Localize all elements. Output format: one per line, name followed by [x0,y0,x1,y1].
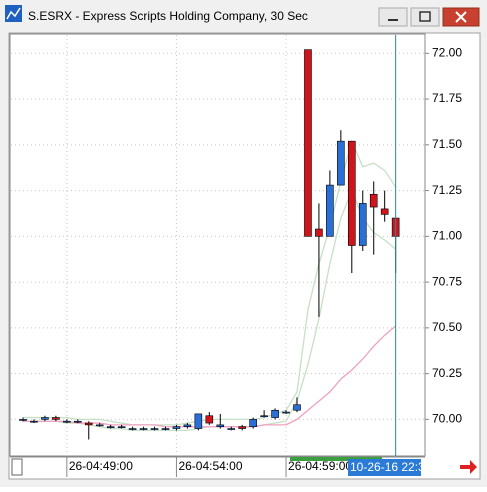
cursor-label: 10-26-16 22:34:00 [350,460,448,474]
scroll-right-arrow[interactable] [460,460,477,474]
candle-body [19,419,27,421]
cursor-label-box [348,459,421,476]
y-tick-label: 71.75 [432,91,462,105]
candle-body [358,203,367,246]
candle-body [63,420,71,423]
plot-area [9,33,426,457]
candle-body [271,409,279,418]
y-tick-label: 71.00 [432,229,462,243]
candle-body [227,428,236,430]
y-tick-label: 71.25 [432,183,462,197]
candle-body [315,228,323,237]
y-tick-label: 71.50 [432,137,462,151]
candle-body [293,404,301,411]
candle-body [172,426,181,429]
candle-body [161,428,170,430]
x-tick-label: 26-04:49:00 [69,459,133,473]
candle-body [304,49,312,237]
y-tick-label: 70.25 [432,366,462,380]
candle-body [84,422,93,426]
candle-body [216,424,225,428]
x-tick-label: 26-04:59:00 [288,459,352,473]
minimize-button[interactable] [378,7,408,27]
candle-body [238,426,246,429]
y-tick-label: 70.50 [432,320,462,334]
candle-body [260,415,268,418]
x-tick-label: 26-04:54:00 [178,459,242,473]
scroll-handle[interactable] [11,458,23,476]
candle-body [106,426,115,429]
window-title: S.ESRX - Express Scripts Holding Company… [28,9,308,23]
candle-body [337,140,345,186]
candle-body [74,420,82,423]
candle-body [128,428,137,430]
candle-body [117,426,126,429]
candle-body [369,193,378,208]
candle-body [205,415,214,424]
app-icon-glyph [6,7,21,20]
y-tick-label: 70.75 [432,274,462,288]
maximize-glyph [419,11,431,22]
candle-body [41,417,49,420]
candle-body [380,208,389,215]
candle-body [183,424,192,428]
candle-body [95,424,104,427]
candle-body [326,184,334,237]
candle-body [249,419,257,428]
candle-body [194,413,203,429]
y-tick-label: 70.00 [432,412,462,426]
close-glyph [455,11,467,23]
candle-body [282,411,290,414]
maximize-button[interactable] [410,7,440,27]
candle-body [30,420,38,423]
scroll-range [290,457,382,461]
candle-body [52,417,60,420]
candle-body [347,140,356,246]
candle-body [150,428,159,430]
candle-body [139,428,148,430]
y-tick-label: 72.00 [432,45,462,59]
